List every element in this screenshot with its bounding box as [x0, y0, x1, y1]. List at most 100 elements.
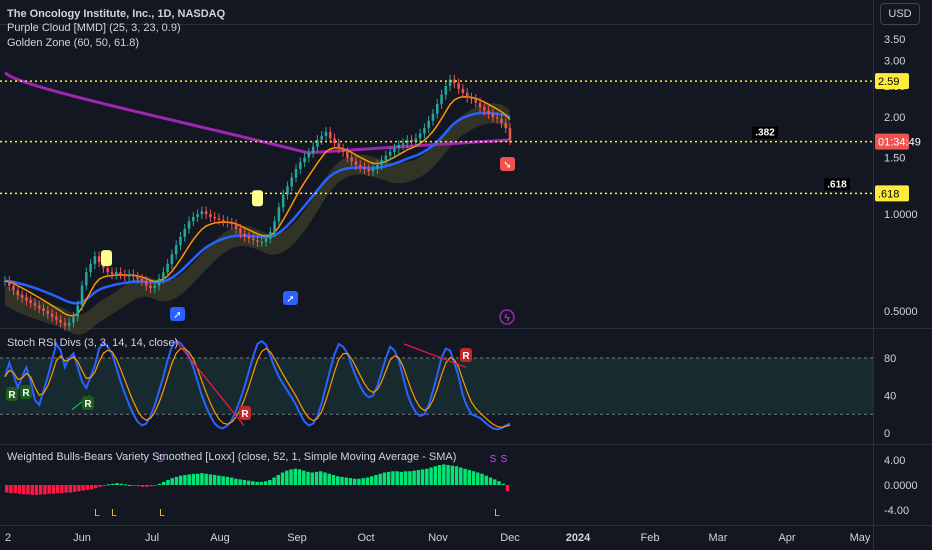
level-label-bg	[824, 178, 850, 191]
price-axis-tick: 1.0000	[884, 209, 918, 221]
histogram-bar	[433, 466, 438, 485]
rocket-icon	[283, 291, 298, 305]
histogram-bar	[272, 477, 276, 485]
stoch-signal-bg	[6, 387, 18, 401]
candle-body	[461, 88, 465, 93]
histogram-bar	[361, 478, 365, 485]
histogram-bar	[43, 485, 47, 495]
orange-ma-line	[4, 95, 511, 317]
rocket-icon	[500, 157, 515, 171]
golden-zone-legend[interactable]: Golden Zone (60, 50, 61.8)	[7, 37, 140, 49]
histogram-bar	[115, 483, 119, 485]
histogram-bar	[336, 476, 340, 485]
histogram-bar	[382, 472, 387, 485]
histogram-bar	[378, 473, 382, 485]
candle-body	[157, 278, 161, 286]
candle-body	[367, 169, 371, 172]
candle-body	[55, 316, 58, 320]
candle-body	[59, 319, 62, 323]
buy-signal-marker: L	[494, 508, 500, 519]
candle-body	[179, 236, 182, 246]
histogram-bar	[217, 475, 221, 485]
candle-body	[290, 177, 294, 187]
candle-body	[457, 83, 460, 89]
price-axis-tag-bg	[875, 185, 909, 202]
stoch-rsi-legend[interactable]: Stoch RSI Divs (3, 3, 14, 14, close)	[7, 337, 179, 349]
time-axis-tick: Dec	[500, 532, 520, 544]
candle-body	[303, 157, 306, 163]
candle-body	[397, 144, 401, 149]
currency-button[interactable]: USD	[880, 3, 920, 25]
histogram-bar	[412, 470, 416, 485]
candle-body	[213, 216, 216, 219]
candle-body	[251, 238, 255, 241]
histogram-axis-tick: 0.0000	[884, 480, 918, 492]
stoch-k-line	[4, 339, 511, 431]
stoch-signal-text: R	[22, 388, 30, 399]
candle-body	[50, 313, 54, 317]
histogram-bar	[454, 466, 459, 485]
candle-body	[504, 122, 507, 129]
candle-body	[264, 238, 268, 242]
price-axis-tag: 2.59	[875, 73, 909, 90]
candle-body	[465, 92, 469, 98]
price-axis-tick: 0.5000	[884, 306, 918, 318]
candle-body	[341, 148, 345, 152]
candle-body	[200, 211, 204, 215]
histogram-bar	[149, 485, 153, 487]
histogram-bar	[212, 475, 217, 485]
histogram-bar	[9, 485, 13, 494]
purple-cloud-legend[interactable]: Purple Cloud [MMD] (25, 3, 23, 0.9)	[7, 22, 181, 34]
candle-body	[384, 155, 388, 161]
stoch-signal-bg	[82, 396, 94, 410]
candle-body	[376, 165, 379, 170]
stoch-d-line	[4, 347, 511, 428]
level-label-text: .618	[827, 179, 847, 190]
price-axis-tag-bg	[875, 133, 909, 150]
histogram-bar	[183, 475, 187, 485]
candle-body	[80, 285, 84, 306]
candle-body	[162, 272, 165, 279]
price-axis-tag: .618	[875, 185, 909, 202]
histogram-bar	[446, 465, 450, 485]
time-axis-tick: 2	[5, 532, 11, 544]
stoch-signal-text: R	[462, 351, 470, 362]
candle-body	[93, 256, 97, 264]
histogram-bar	[221, 476, 225, 485]
histogram-bar	[229, 477, 234, 485]
histogram-bar	[13, 485, 17, 494]
histogram-bar	[68, 485, 73, 493]
histogram-bar	[476, 472, 480, 485]
histogram-bar	[302, 470, 306, 485]
candle-body	[508, 128, 512, 140]
histogram-bar	[408, 471, 412, 485]
histogram-bar	[153, 485, 157, 486]
histogram-bar	[467, 470, 472, 485]
stoch-signal-text: R	[241, 409, 249, 420]
histogram-bar	[442, 464, 446, 485]
histogram-bar	[497, 481, 501, 485]
histogram-bar	[204, 473, 208, 485]
candle-body	[286, 186, 289, 195]
histogram-axis-tick: -4.00	[884, 505, 909, 517]
histogram-bar	[416, 470, 421, 485]
candle-body	[8, 280, 11, 286]
candle-body	[183, 228, 187, 237]
candle-body	[281, 194, 285, 208]
candle-body	[320, 135, 323, 140]
histogram-bar	[208, 474, 213, 485]
candle-body	[204, 211, 208, 215]
histogram-bar	[399, 471, 404, 485]
candle-body	[25, 297, 28, 301]
stoch-signal-bg	[460, 348, 472, 362]
candle-body	[16, 290, 20, 296]
candle-body	[363, 167, 366, 170]
histogram-bar	[140, 485, 145, 487]
rocket-icon	[170, 307, 185, 321]
time-axis-tick: Jun	[73, 532, 91, 544]
candle-body	[221, 219, 225, 222]
bulls-bears-legend[interactable]: Weighted Bulls-Bears Variety Smoothed [L…	[7, 451, 457, 463]
candle-body	[127, 274, 131, 277]
time-axis-tick: Sep	[287, 532, 307, 544]
